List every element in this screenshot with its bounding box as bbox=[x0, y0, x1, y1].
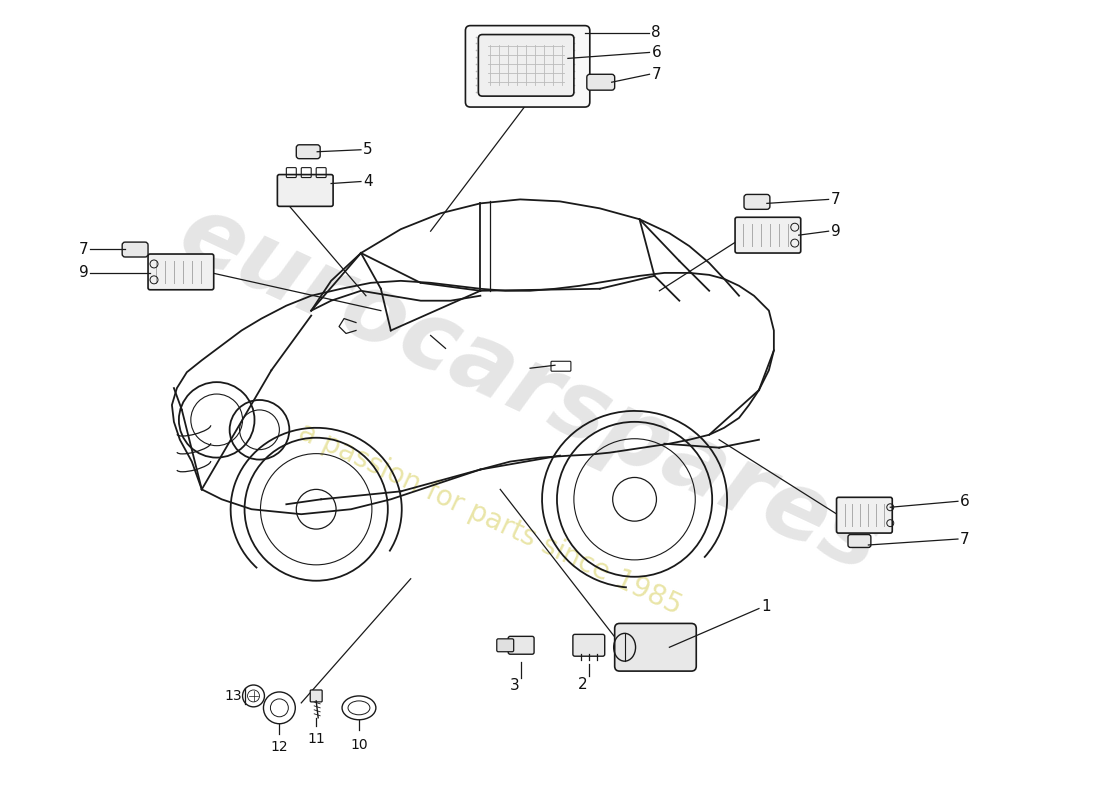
FancyBboxPatch shape bbox=[735, 218, 801, 253]
Text: 7: 7 bbox=[79, 242, 88, 257]
Text: 6: 6 bbox=[960, 494, 970, 509]
Text: 4: 4 bbox=[363, 174, 373, 189]
Text: 7: 7 bbox=[960, 531, 969, 546]
Text: 10: 10 bbox=[350, 738, 367, 752]
FancyBboxPatch shape bbox=[465, 26, 590, 107]
FancyBboxPatch shape bbox=[508, 636, 535, 654]
Text: 5: 5 bbox=[363, 142, 373, 158]
Text: a passion for parts since 1985: a passion for parts since 1985 bbox=[294, 418, 686, 621]
FancyBboxPatch shape bbox=[148, 254, 213, 290]
Text: 7: 7 bbox=[651, 66, 661, 82]
Text: 11: 11 bbox=[307, 732, 326, 746]
FancyBboxPatch shape bbox=[497, 639, 514, 652]
Text: 9: 9 bbox=[78, 266, 88, 280]
FancyBboxPatch shape bbox=[573, 634, 605, 656]
FancyBboxPatch shape bbox=[744, 194, 770, 210]
FancyBboxPatch shape bbox=[615, 623, 696, 671]
Text: 13: 13 bbox=[224, 689, 242, 703]
FancyBboxPatch shape bbox=[122, 242, 149, 257]
FancyBboxPatch shape bbox=[586, 74, 615, 90]
Text: eurocarspares: eurocarspares bbox=[165, 187, 895, 593]
FancyBboxPatch shape bbox=[848, 534, 871, 547]
FancyBboxPatch shape bbox=[277, 174, 333, 206]
Text: 1: 1 bbox=[761, 599, 771, 614]
Text: 12: 12 bbox=[271, 740, 288, 754]
Text: 3: 3 bbox=[510, 678, 520, 694]
Text: 6: 6 bbox=[651, 45, 661, 60]
Text: 2: 2 bbox=[578, 677, 587, 691]
FancyBboxPatch shape bbox=[310, 690, 322, 702]
Text: 9: 9 bbox=[830, 224, 840, 238]
FancyBboxPatch shape bbox=[836, 498, 892, 533]
FancyBboxPatch shape bbox=[478, 34, 574, 96]
Text: 8: 8 bbox=[651, 25, 661, 40]
FancyBboxPatch shape bbox=[296, 145, 320, 158]
Text: 7: 7 bbox=[830, 192, 840, 207]
